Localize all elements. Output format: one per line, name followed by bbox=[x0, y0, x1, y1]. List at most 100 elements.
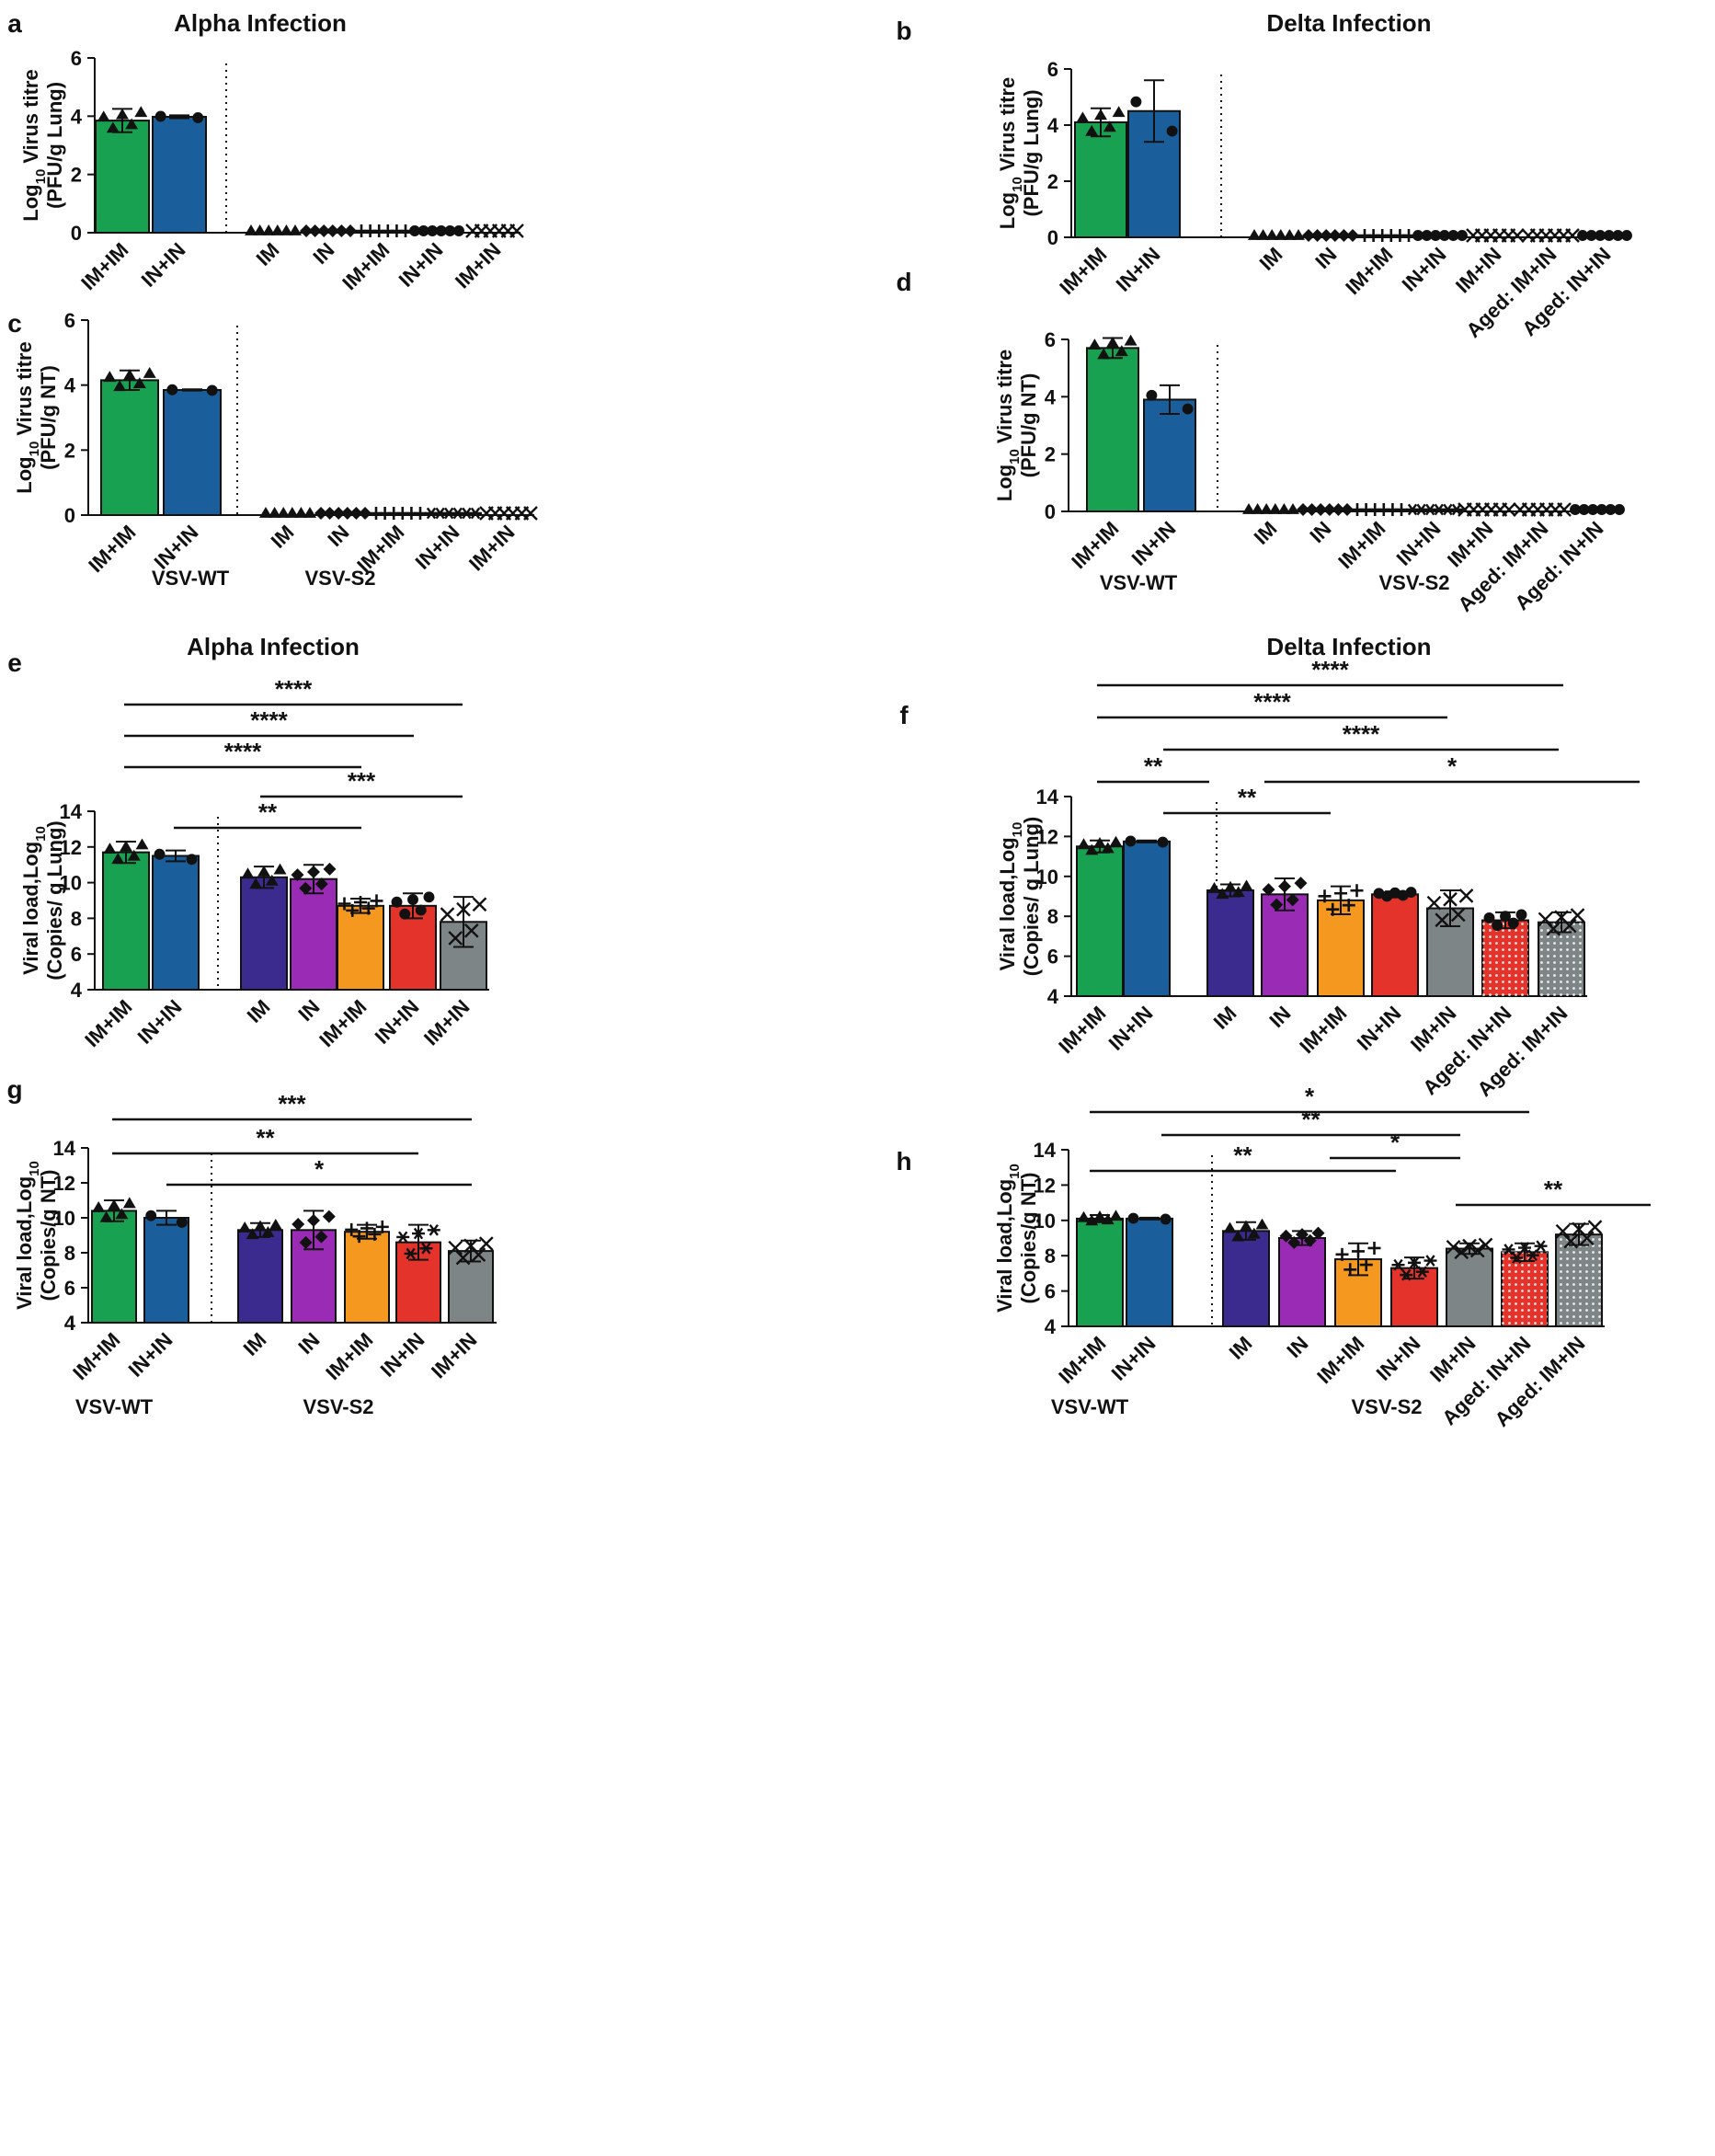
zero-point-3-2 bbox=[1320, 229, 1333, 242]
group-label-s2: VSV-S2 bbox=[304, 567, 375, 590]
data-point-6-2 bbox=[1443, 891, 1458, 907]
data-point-0-2 bbox=[116, 108, 129, 120]
zero-point-2-0 bbox=[1248, 229, 1261, 240]
y-axis-label: Log10 Virus titre bbox=[13, 341, 42, 493]
data-point-3-4 bbox=[322, 1210, 336, 1223]
category-label-3: IN bbox=[293, 995, 324, 1026]
group-label-s2: VSV-S2 bbox=[1351, 1395, 1422, 1418]
bar-pattern-8 bbox=[1538, 922, 1584, 996]
data-point-5-1 bbox=[1400, 1268, 1413, 1281]
data-point-7-2 bbox=[1500, 911, 1511, 923]
data-point-2-1 bbox=[246, 1228, 259, 1240]
panel-label: c bbox=[7, 309, 22, 338]
y-tick-label: 10 bbox=[1036, 866, 1058, 889]
zero-point-2-4 bbox=[1277, 503, 1291, 514]
data-point-6-2 bbox=[456, 901, 471, 917]
data-point-4-2 bbox=[360, 1221, 373, 1235]
data-point-1-0 bbox=[166, 384, 178, 396]
y-tick-label: 6 bbox=[64, 309, 75, 332]
zero-point-8-2 bbox=[1595, 230, 1606, 241]
bar-1 bbox=[163, 388, 222, 517]
bar-1 bbox=[152, 854, 200, 991]
y-tick-label: 6 bbox=[71, 943, 82, 966]
y-tick-label: 12 bbox=[53, 1172, 75, 1195]
sig-label-2: **** bbox=[224, 738, 262, 765]
zero-point-2-0 bbox=[1242, 503, 1255, 514]
y-tick-label: 4 bbox=[64, 1312, 76, 1335]
category-label-0: IM+IM bbox=[1054, 1002, 1110, 1058]
y-label-sub: 10 bbox=[33, 826, 49, 842]
bar-2 bbox=[1206, 889, 1254, 997]
y-tick-label: 8 bbox=[64, 1242, 75, 1265]
data-point-1-0 bbox=[1125, 835, 1137, 847]
bar-0 bbox=[95, 120, 150, 234]
zero-point-3-3 bbox=[340, 507, 354, 520]
data-point-4-2 bbox=[1334, 887, 1347, 900]
y-tick-label: 2 bbox=[71, 164, 82, 187]
bar-pattern-8 bbox=[1556, 1234, 1602, 1326]
zero-point-2-4 bbox=[280, 224, 293, 235]
category-label-5: IN+IN bbox=[1398, 243, 1451, 296]
zero-point-3-1 bbox=[1305, 503, 1319, 516]
bar-0 bbox=[1076, 1217, 1124, 1328]
data-point-5-0 bbox=[1391, 1258, 1405, 1271]
y-tick-label: 4 bbox=[1045, 385, 1057, 408]
category-label-1: IN+IN bbox=[1107, 1332, 1160, 1385]
data-point-1-1 bbox=[192, 112, 204, 123]
data-point-4-4 bbox=[370, 894, 383, 908]
data-point-3-4 bbox=[1311, 1226, 1325, 1240]
data-point-0-2 bbox=[123, 369, 136, 380]
bar-0 bbox=[91, 1210, 137, 1325]
category-label-6: IM+IN bbox=[464, 521, 520, 576]
data-point-5-4 bbox=[427, 1223, 440, 1236]
zero-point-2-3 bbox=[285, 507, 299, 518]
category-label-0: IM+IM bbox=[68, 1328, 124, 1384]
data-point-0-4 bbox=[122, 1197, 136, 1209]
data-point-5-0 bbox=[396, 1231, 410, 1244]
data-point-6-1 bbox=[1435, 912, 1450, 928]
y-tick-label: 14 bbox=[60, 800, 83, 823]
data-point-1-1 bbox=[186, 854, 198, 866]
data-point-4-2 bbox=[1352, 1244, 1365, 1258]
y-tick-label: 2 bbox=[64, 439, 75, 462]
category-label-2: IM bbox=[239, 1328, 271, 1360]
y-tick-label: 4 bbox=[1047, 114, 1059, 137]
y-axis-label-2: (Copies/g NT) bbox=[37, 1170, 60, 1302]
zero-point-3-4 bbox=[349, 507, 363, 520]
group-label-s2: VSV-S2 bbox=[303, 1395, 373, 1418]
category-label-1: IN+IN bbox=[1112, 243, 1165, 296]
y-label-sub: 10 bbox=[33, 169, 49, 185]
category-label-6: IM+IN bbox=[451, 238, 506, 293]
category-label-1: IN+IN bbox=[133, 995, 187, 1049]
data-point-0-3 bbox=[125, 118, 139, 130]
data-point-5-2 bbox=[412, 1227, 425, 1240]
zero-point-2-0 bbox=[245, 224, 257, 235]
data-point-2-2 bbox=[1240, 1220, 1252, 1232]
bar-3 bbox=[1261, 893, 1309, 998]
zero-point-3-5 bbox=[1341, 503, 1354, 516]
data-point-8-1 bbox=[1546, 921, 1561, 936]
category-label-4: IM+IM bbox=[1312, 1332, 1368, 1388]
zero-point-7-5 bbox=[1565, 228, 1580, 243]
data-point-3-0 bbox=[292, 1218, 305, 1232]
category-label-0: IM+IM bbox=[1054, 1332, 1110, 1388]
y-tick-label: 4 bbox=[71, 979, 83, 1002]
zero-point-5-1 bbox=[1421, 230, 1433, 241]
data-point-5-3 bbox=[1415, 1266, 1429, 1278]
sig-label-2: **** bbox=[1343, 720, 1380, 748]
y-tick-label: 14 bbox=[53, 1137, 76, 1160]
data-point-0-4 bbox=[135, 838, 149, 850]
panel-c: c 0 2 4 6 Log10 Virus titre (PFU/g NT) IM+IM IN+… bbox=[7, 309, 538, 590]
data-point-0-3 bbox=[1103, 120, 1116, 132]
data-point-3-2 bbox=[307, 865, 320, 878]
zero-point-8-4 bbox=[1612, 230, 1624, 241]
data-point-2-1 bbox=[249, 877, 263, 889]
data-point-4-1 bbox=[346, 903, 360, 917]
zero-point-2-4 bbox=[294, 507, 308, 518]
y-label-rest: Virus titre bbox=[13, 341, 36, 441]
category-label-3: IN bbox=[1264, 1002, 1295, 1032]
data-point-7-4 bbox=[1534, 1240, 1548, 1252]
sig-label-1: **** bbox=[1253, 688, 1291, 716]
